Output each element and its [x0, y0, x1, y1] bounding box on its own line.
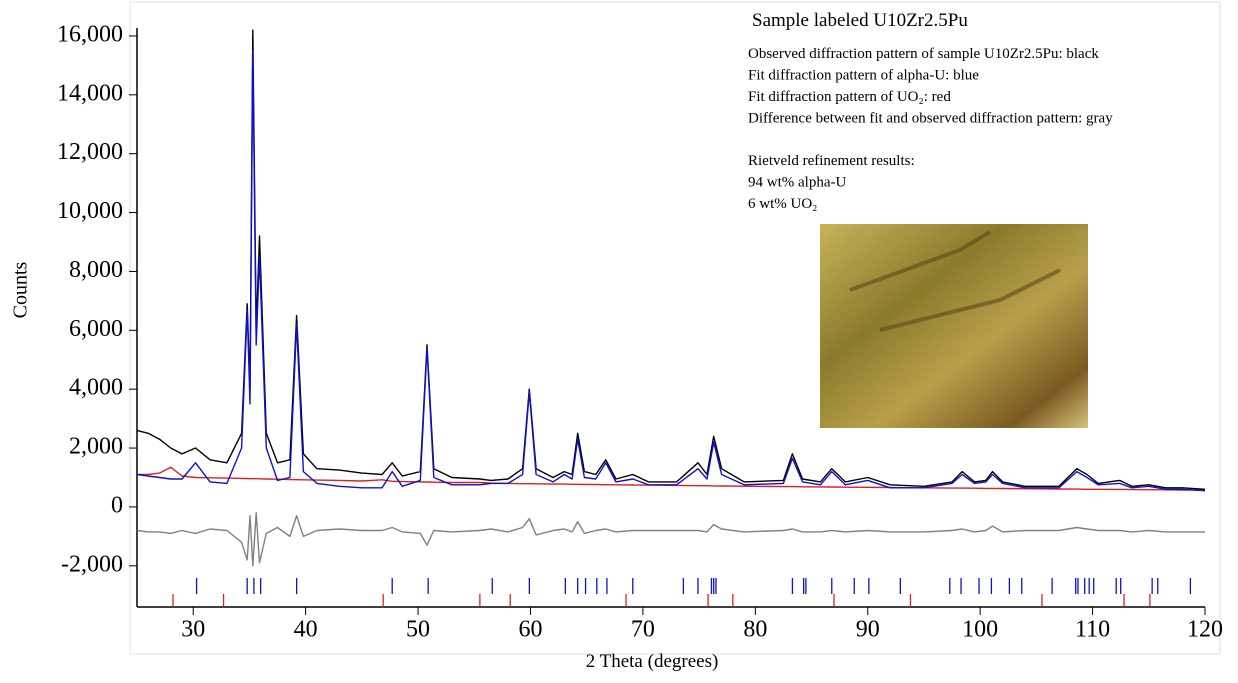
y-tick-label: 6,000	[69, 316, 123, 342]
x-tick-label: 80	[743, 617, 767, 643]
x-tick-label: 40	[294, 617, 318, 643]
y-tick-label: 16,000	[57, 21, 123, 47]
x-tick-label: 30	[181, 617, 205, 643]
y-tick-label: 2,000	[69, 434, 123, 460]
x-tick-label: 60	[518, 617, 542, 643]
annotation: 94 wt% alpha-U	[748, 175, 846, 191]
annotation: 6 wt% UO₂	[748, 196, 817, 212]
x-tick-label: 120	[1187, 617, 1223, 643]
x-tick-label: 50	[406, 617, 430, 643]
y-tick-label: 0	[111, 492, 123, 518]
chart-title: Sample labeled U10Zr2.5Pu	[752, 10, 968, 31]
x-tick-label: 110	[1075, 617, 1110, 643]
annotation: Rietveld refinement results:	[748, 153, 915, 169]
annotation: Fit diffraction pattern of UO₂: red	[748, 89, 951, 105]
annotation: Difference between fit and observed diff…	[748, 111, 1113, 127]
y-tick-label: 10,000	[57, 198, 123, 224]
series-line	[137, 466, 1206, 491]
figure-border	[129, 1, 1221, 655]
series-line	[136, 50, 1206, 492]
x-tick-label: 70	[631, 617, 655, 643]
y-axis-label: Counts	[10, 261, 32, 318]
y-tick-label: 14,000	[57, 80, 123, 106]
annotation: Fit diffraction pattern of alpha-U: blue	[748, 68, 979, 84]
plot-area: -2,000 0 2,000 4,000 6,000 8,000 10,000 12,000 1…	[57, 21, 1223, 642]
x-tick-label: 100	[962, 617, 998, 643]
x-axis-label: 2 Theta (degrees)	[586, 651, 719, 672]
y-tick-label: 8,000	[69, 257, 123, 283]
sample-photo	[820, 224, 1088, 428]
y-tick-label: -2,000	[61, 551, 123, 577]
series-line	[136, 512, 1205, 567]
photo-detail	[849, 230, 1061, 332]
x-tick-label: 90	[856, 617, 880, 643]
annotation: Observed diffraction pattern of sample U…	[748, 46, 1099, 62]
y-tick-label: 12,000	[57, 139, 123, 165]
y-tick-label: 4,000	[69, 375, 123, 401]
